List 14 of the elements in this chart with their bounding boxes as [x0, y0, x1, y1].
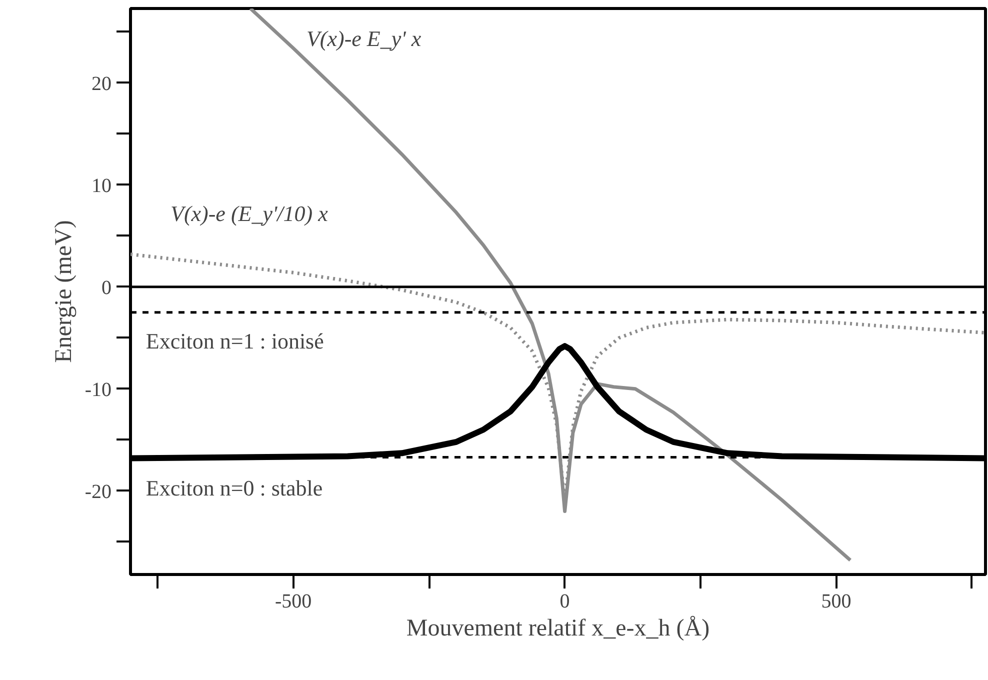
annotation: Exciton n=0 : stable	[146, 475, 323, 500]
y-tick-label: 0	[102, 276, 112, 299]
x-axis-title: Mouvement relatif x_e-x_h (Å)	[406, 616, 710, 642]
series-label: V(x)-e E_y' x	[306, 26, 422, 51]
y-tick-label: 20	[92, 72, 112, 95]
x-tick-label: 500	[821, 590, 852, 612]
x-tick-label: 0	[560, 590, 570, 612]
y-axis-title: Energie (meV)	[50, 220, 77, 363]
y-tick-label: -10	[84, 378, 112, 401]
series-label: V(x)-e (E_y'/10) x	[170, 200, 328, 226]
y-tick-label: 10	[92, 174, 112, 197]
x-tick-label: -500	[275, 590, 312, 612]
annotation: Exciton n=1 : ionisé	[146, 328, 324, 354]
y-tick-label: -20	[84, 480, 112, 503]
